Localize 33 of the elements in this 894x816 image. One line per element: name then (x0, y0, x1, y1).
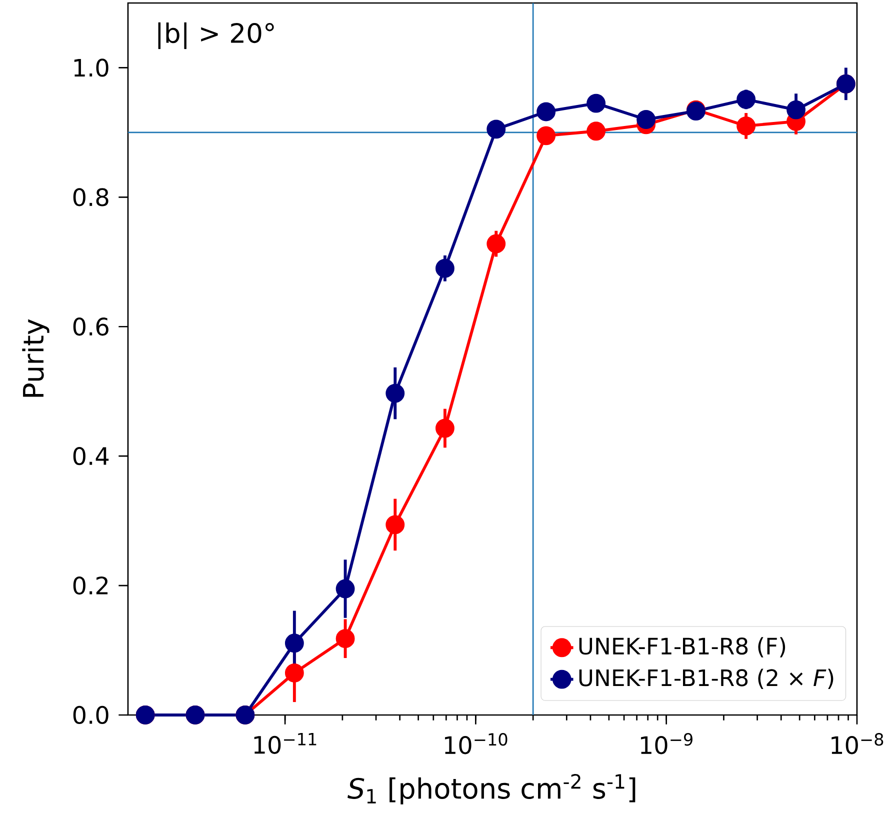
point (736, 116, 756, 136)
legend-label: UNEK-F1-B1-R8 (F) (579, 637, 786, 658)
point (336, 579, 355, 598)
x-tick-label: 10$^{−10}$ (444, 733, 508, 754)
y-tick-label: 0.0 (73, 706, 108, 724)
point (336, 629, 355, 648)
point (486, 234, 506, 254)
point (435, 418, 454, 438)
point (586, 122, 606, 141)
point (636, 110, 656, 129)
point (486, 120, 506, 139)
point (586, 94, 606, 113)
legend-label: UNEK-F1-B1-R8 (2 × F) (579, 668, 834, 689)
point (536, 126, 556, 146)
point (786, 100, 806, 120)
point (284, 663, 304, 682)
annotation: |b| > 20° (158, 22, 274, 50)
x-tick-label: 10$^{−9}$ (640, 733, 692, 754)
y-tick-label: 0.8 (73, 188, 108, 206)
point (386, 384, 405, 403)
x-tick-label: 10$^{−11}$ (254, 733, 316, 754)
point (736, 90, 756, 109)
point (284, 634, 304, 653)
point (536, 102, 556, 122)
y-tick-label: 0.6 (73, 318, 108, 336)
x-tick-label: 10$^{−8}$ (832, 733, 884, 754)
y-tick-label: 1.0 (74, 58, 108, 77)
point (386, 515, 405, 534)
y-axis-title: Purity (22, 319, 50, 397)
x-axis-title: S$_{1}$ [photons cm$^{-2}$ s$^{-1}$] (348, 774, 636, 804)
y-tick-label: 0.4 (73, 446, 109, 466)
y-tick-label: 0.2 (73, 576, 108, 595)
point (435, 258, 454, 278)
